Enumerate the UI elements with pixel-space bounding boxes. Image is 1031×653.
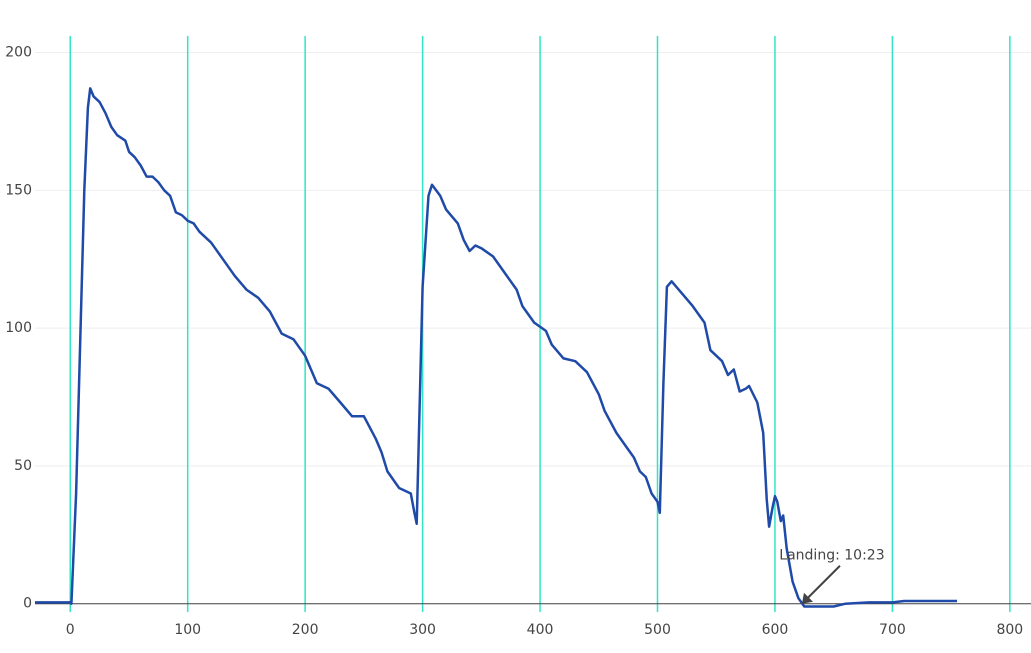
x-tick-label: 200 [292, 622, 319, 638]
y-tick-label: 0 [23, 596, 32, 612]
x-tick-label: 600 [762, 622, 789, 638]
y-tick-label: 150 [5, 182, 32, 198]
x-tick-label: 700 [879, 622, 906, 638]
x-tick-label: 800 [996, 622, 1023, 638]
x-tick-label: 0 [66, 622, 75, 638]
y-tick-label: 200 [5, 45, 32, 61]
annotation-arrowhead [801, 592, 813, 604]
annotation-arrow [804, 565, 841, 602]
annotation-text: Landing: 10:23 [779, 548, 884, 564]
x-tick-label: 300 [409, 622, 436, 638]
data-line [35, 87, 957, 608]
x-tick-label: 500 [644, 622, 671, 638]
y-tick-label: 100 [5, 320, 32, 336]
x-tick-label: 400 [527, 622, 554, 638]
y-tick-label: 50 [14, 458, 32, 474]
x-tick-label: 100 [174, 622, 201, 638]
